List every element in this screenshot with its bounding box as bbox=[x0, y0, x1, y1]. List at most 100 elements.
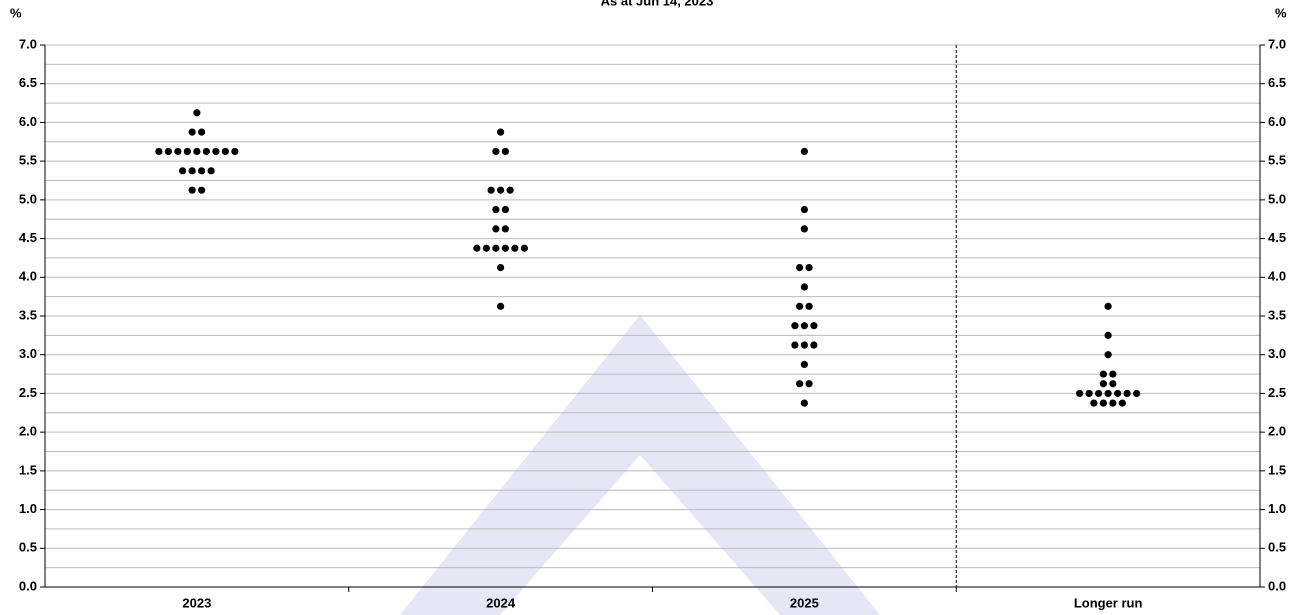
dot bbox=[501, 147, 509, 156]
dot bbox=[155, 147, 163, 156]
dot bbox=[497, 186, 505, 194]
y-tick-label: 1.0 bbox=[19, 501, 37, 516]
y2-axis-label: % bbox=[1275, 5, 1287, 20]
dot bbox=[800, 399, 808, 407]
dot bbox=[800, 341, 808, 349]
dot bbox=[492, 225, 500, 233]
y2-tick-label: 2.0 bbox=[1268, 424, 1286, 439]
dot bbox=[1090, 399, 1098, 407]
dot bbox=[188, 128, 196, 136]
dot bbox=[800, 205, 808, 214]
y-tick-label: 0.5 bbox=[19, 540, 37, 555]
dot bbox=[492, 244, 500, 252]
dot bbox=[501, 205, 509, 214]
dot bbox=[1109, 380, 1117, 388]
dot bbox=[1133, 389, 1141, 398]
dot bbox=[482, 244, 490, 252]
dot bbox=[212, 147, 220, 156]
dot bbox=[796, 302, 804, 310]
y-tick-label: 4.5 bbox=[19, 230, 37, 245]
dot bbox=[198, 186, 206, 194]
y2-tick-label: 5.0 bbox=[1268, 191, 1286, 206]
dot bbox=[497, 302, 505, 310]
dot bbox=[810, 322, 818, 330]
dot bbox=[221, 147, 229, 156]
dot bbox=[800, 225, 808, 233]
y2-tick-label: 0.5 bbox=[1268, 540, 1286, 555]
y2-tick-label: 0.0 bbox=[1268, 578, 1286, 593]
y-tick-label: 5.5 bbox=[19, 153, 37, 168]
y2-tick-label: 4.5 bbox=[1268, 230, 1286, 245]
dot bbox=[1109, 370, 1117, 378]
y2-tick-label: 2.5 bbox=[1268, 385, 1286, 400]
y2-tick-label: 3.5 bbox=[1268, 307, 1286, 322]
dot bbox=[1123, 389, 1131, 398]
dot bbox=[791, 322, 799, 330]
dot bbox=[164, 147, 172, 156]
dot bbox=[520, 244, 528, 252]
x-tick-label: 2023 bbox=[182, 595, 211, 610]
dot bbox=[1076, 389, 1084, 398]
dot bbox=[501, 244, 509, 252]
dot bbox=[506, 186, 514, 194]
dot bbox=[179, 167, 187, 175]
dot bbox=[183, 147, 191, 156]
dot bbox=[198, 167, 206, 175]
y2-tick-label: 1.0 bbox=[1268, 501, 1286, 516]
y2-tick-label: 7.0 bbox=[1268, 36, 1286, 51]
y-axis-label: % bbox=[10, 5, 22, 20]
dot bbox=[231, 147, 239, 156]
dot bbox=[492, 205, 500, 214]
dot bbox=[473, 244, 481, 252]
y-tick-label: 6.5 bbox=[19, 75, 37, 90]
watermark bbox=[400, 315, 880, 615]
dot bbox=[511, 244, 519, 252]
y2-tick-label: 1.5 bbox=[1268, 462, 1286, 477]
y-tick-label: 2.0 bbox=[19, 424, 37, 439]
y2-tick-label: 6.0 bbox=[1268, 114, 1286, 129]
y-tick-label: 1.5 bbox=[19, 462, 37, 477]
dot bbox=[202, 147, 210, 156]
dot bbox=[1099, 399, 1107, 407]
dot bbox=[810, 341, 818, 349]
y-tick-label: 0.0 bbox=[19, 578, 37, 593]
dot bbox=[174, 147, 182, 156]
dot bbox=[800, 360, 808, 368]
dot bbox=[188, 167, 196, 175]
x-tick-label: Longer run bbox=[1074, 595, 1143, 610]
chart-title: As at Jun 14, 2023 bbox=[601, 0, 714, 8]
dot bbox=[800, 283, 808, 291]
dot bbox=[1104, 302, 1112, 310]
dot bbox=[800, 147, 808, 156]
dot bbox=[193, 109, 201, 117]
dot bbox=[1109, 399, 1117, 407]
dot bbox=[1099, 370, 1107, 378]
dot bbox=[501, 225, 509, 233]
y-tick-label: 2.5 bbox=[19, 385, 37, 400]
dot bbox=[1104, 389, 1112, 398]
dot bbox=[1118, 399, 1126, 407]
y2-tick-label: 3.0 bbox=[1268, 346, 1286, 361]
dot bbox=[492, 147, 500, 156]
y-tick-label: 6.0 bbox=[19, 114, 37, 129]
dot bbox=[1114, 389, 1122, 398]
y2-tick-label: 4.0 bbox=[1268, 269, 1286, 284]
dot bbox=[193, 147, 201, 156]
dot bbox=[1104, 351, 1112, 359]
dot bbox=[497, 264, 505, 272]
dot bbox=[796, 380, 804, 388]
y-tick-label: 3.5 bbox=[19, 307, 37, 322]
dot bbox=[188, 186, 196, 194]
y2-tick-label: 6.5 bbox=[1268, 75, 1286, 90]
dot bbox=[1095, 389, 1103, 398]
dot bbox=[1085, 389, 1093, 398]
dot bbox=[800, 322, 808, 330]
dot bbox=[497, 128, 505, 136]
dot bbox=[1104, 331, 1112, 339]
dot bbox=[805, 302, 813, 310]
x-tick-label: 2024 bbox=[486, 595, 516, 610]
dot bbox=[805, 380, 813, 388]
dot bbox=[487, 186, 495, 194]
y-tick-label: 5.0 bbox=[19, 191, 37, 206]
